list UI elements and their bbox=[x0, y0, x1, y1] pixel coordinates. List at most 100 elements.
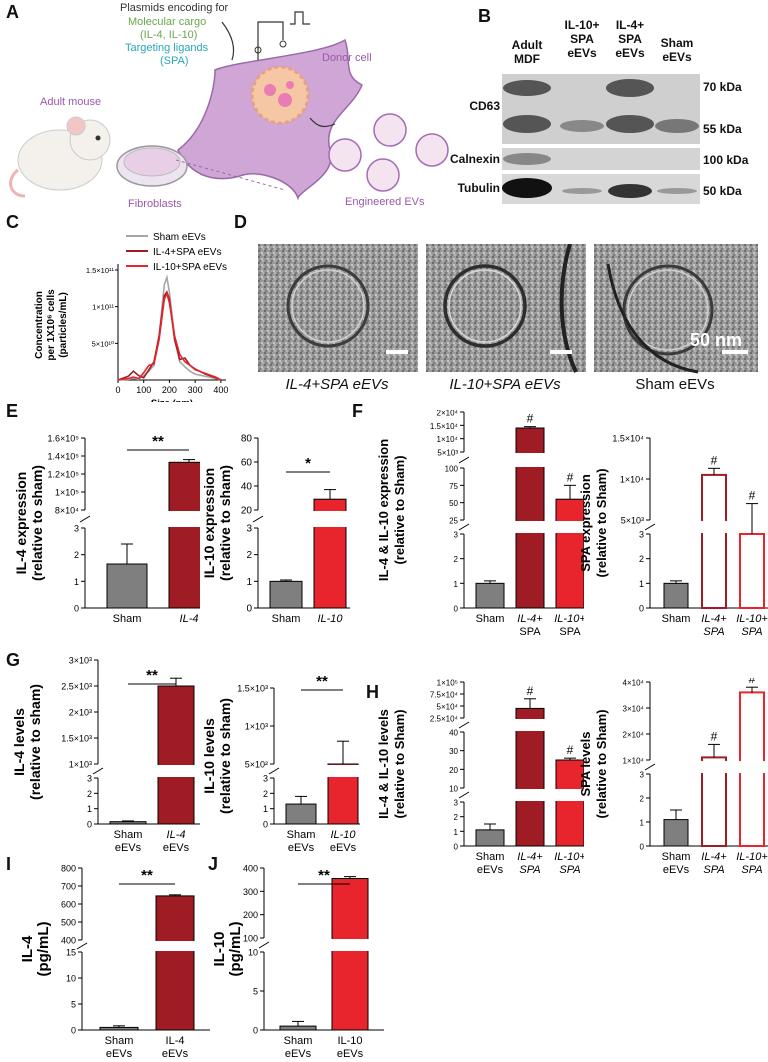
marker-100kda: 100 kDa bbox=[703, 153, 749, 167]
il4-il10-levels-chart: 1×10⁵7.5×10⁴5×10⁴2.5×10⁴403020103210Sham… bbox=[376, 679, 584, 878]
marker-55kda: 55 kDa bbox=[703, 122, 742, 136]
y-tick-label: 0 bbox=[454, 843, 459, 852]
western-blot bbox=[502, 74, 700, 204]
y-tick-label: 0 bbox=[87, 820, 92, 830]
y-tick-label: 200 bbox=[243, 910, 258, 920]
engineered-evs-text: Engineered EVs bbox=[345, 196, 425, 208]
y-tick-label: 5 bbox=[71, 1000, 76, 1010]
cargo-text: Molecular cargo bbox=[128, 16, 207, 28]
blot-row-calnexin: Calnexin bbox=[449, 152, 500, 166]
significance-mark: ** bbox=[318, 867, 330, 884]
panel-label-j: J bbox=[208, 854, 219, 874]
y-tick-label: 1.5×10⁴ bbox=[612, 434, 644, 444]
y-tick-label: 1.4×10⁵ bbox=[47, 452, 79, 462]
y-tick-label: 2 bbox=[454, 813, 459, 822]
category-label: SPA bbox=[559, 626, 581, 638]
bar bbox=[279, 1025, 317, 1031]
bar-break bbox=[330, 939, 370, 951]
y-tick-label: 600 bbox=[61, 900, 76, 910]
panel-label-i: I bbox=[6, 854, 12, 874]
axis-break bbox=[76, 942, 88, 950]
y-tick-label: 0 bbox=[640, 843, 645, 852]
il10-pgml-chart: 4003002001001050ShameEVsIL-10eEVs**IL-10… bbox=[211, 864, 384, 1060]
y-tick-label: 3 bbox=[74, 524, 79, 534]
category-label: eEVs bbox=[701, 877, 728, 878]
panel-label-e: E bbox=[6, 401, 19, 421]
category-label: eEVs bbox=[288, 842, 315, 854]
axis-break bbox=[268, 767, 280, 775]
category-label: IL-4+ bbox=[701, 613, 727, 625]
category-label: eEVs bbox=[557, 877, 584, 878]
cryo-em-images bbox=[258, 244, 758, 374]
significance-mark: # bbox=[711, 729, 718, 743]
em-caption-sham: Sham eEVs bbox=[635, 376, 715, 393]
y-tick-label: 0 bbox=[253, 1026, 258, 1036]
bar-break bbox=[514, 789, 546, 801]
y-tick-label: 2×10⁴ bbox=[623, 731, 645, 740]
ligand-spa-text: (SPA) bbox=[160, 55, 189, 67]
y-tick-label: 30 bbox=[449, 747, 458, 756]
blot-col-mdf: Adult MDF bbox=[511, 38, 543, 66]
y-tick-label: 300 bbox=[243, 887, 258, 897]
y-tick-label: 2×10³ bbox=[69, 708, 92, 718]
category-label: eEVs bbox=[285, 1048, 312, 1060]
axis-break bbox=[644, 523, 656, 531]
axis-break bbox=[258, 941, 270, 949]
y-tick-label: 2 bbox=[263, 789, 268, 799]
category-label: IL-4+ bbox=[517, 613, 543, 625]
category-label: eEVs bbox=[106, 1048, 133, 1060]
category-label: Sham bbox=[476, 851, 505, 863]
y-axis-label: Concentrationper 1X10⁶ cells(particles/m… bbox=[34, 289, 69, 361]
size-distribution-chart: 0 100 200 300 400 1.5×10¹¹ 1×10¹¹ 5×10¹⁰ Size (n… bbox=[34, 232, 228, 402]
bar bbox=[155, 895, 195, 1031]
bar-break bbox=[156, 765, 196, 777]
y-axis-label: IL-4 expression(relative to sham) bbox=[13, 465, 45, 581]
y-tick-label: 3 bbox=[639, 530, 644, 540]
y-tick-label: 5×10¹⁰ bbox=[92, 339, 114, 348]
blot-col-il4: IL-4+ SPA eEVs bbox=[615, 18, 645, 60]
x-tick-label: 300 bbox=[188, 385, 203, 395]
y-axis-label: SPA levels(relative to Sham) bbox=[578, 709, 609, 818]
category-label: SPA bbox=[741, 864, 762, 876]
axis-break bbox=[644, 763, 656, 771]
series-line-0 bbox=[117, 274, 222, 381]
y-tick-label: 1.6×10⁵ bbox=[47, 434, 79, 444]
y-tick-label: 3 bbox=[87, 774, 92, 784]
series-line-2 bbox=[117, 291, 222, 381]
category-label: IL-4+ bbox=[517, 851, 543, 863]
y-tick-label: 1 bbox=[74, 577, 79, 587]
y-tick-label: 5×10² bbox=[245, 760, 268, 770]
bar bbox=[475, 829, 505, 847]
y-tick-label: 1 bbox=[454, 828, 459, 837]
bar bbox=[269, 580, 303, 609]
axis-break bbox=[92, 767, 104, 775]
category-label: IL-10 bbox=[337, 1035, 362, 1047]
y-tick-label: 0 bbox=[74, 604, 79, 614]
panel-label-d: D bbox=[234, 212, 247, 232]
il4-pgml-chart: 800700600500400151050ShameEVsIL-4eEVs**I… bbox=[19, 864, 210, 1060]
blot-col-il10: IL-10+ SPA eEVs bbox=[564, 18, 600, 60]
x-tick-label: 0 bbox=[115, 385, 120, 395]
bar bbox=[515, 707, 545, 847]
category-label: eEVs bbox=[477, 864, 504, 876]
axis-break bbox=[458, 456, 470, 464]
bar bbox=[555, 498, 584, 609]
y-tick-label: 1 bbox=[640, 819, 645, 828]
y-tick-label: 15 bbox=[66, 948, 76, 958]
em-caption-il4: IL-4+SPA eEVs bbox=[285, 376, 389, 393]
category-label: IL-10+ bbox=[554, 851, 584, 863]
y-tick-label: 1.5×10⁴ bbox=[430, 422, 459, 431]
y-tick-label: 3 bbox=[454, 531, 459, 540]
y-tick-label: 3 bbox=[454, 799, 459, 808]
adult-mouse-text: Adult mouse bbox=[40, 96, 102, 108]
y-tick-label: 40 bbox=[449, 729, 458, 738]
y-tick-label: 0 bbox=[246, 604, 252, 615]
y-tick-label: 20 bbox=[241, 506, 253, 517]
y-tick-label: 40 bbox=[241, 482, 253, 493]
y-tick-label: 2 bbox=[640, 795, 645, 804]
y-tick-label: 7.5×10⁴ bbox=[430, 691, 459, 700]
il4-levels-chart: 3×10³2.5×10³2×10³1.5×10³1×10³3210ShameEV… bbox=[11, 656, 200, 854]
y-tick-label: 3×10⁴ bbox=[623, 705, 645, 714]
axis-break bbox=[458, 523, 470, 531]
